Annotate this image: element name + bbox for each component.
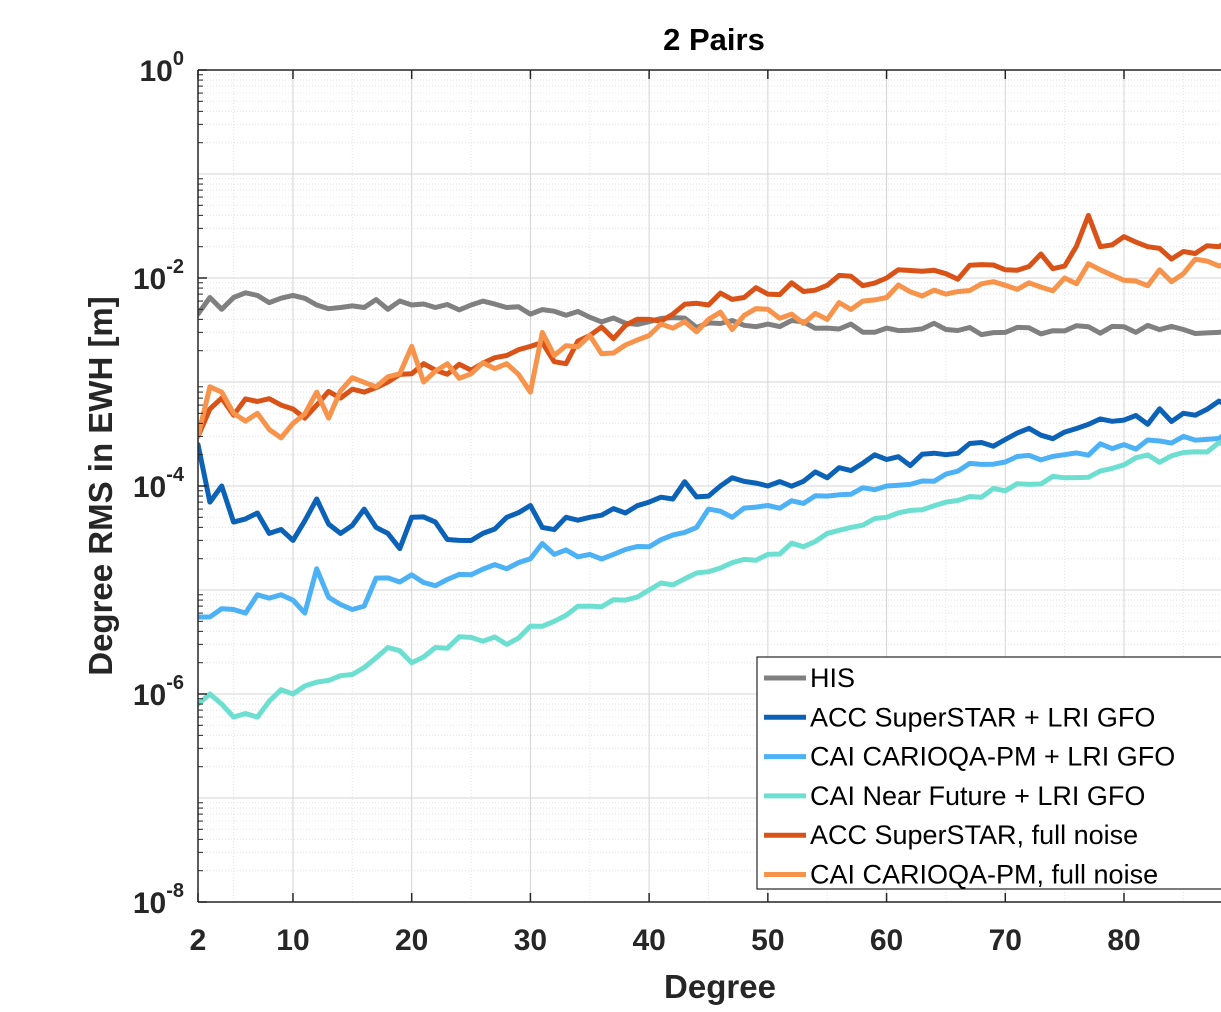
chart-title: 2 Pairs (663, 22, 765, 57)
x-tick-label: 50 (751, 924, 784, 957)
y-tick-label: 10-4 (133, 464, 185, 504)
x-tick-label: 40 (632, 924, 665, 957)
series-line-cai-near-future-lri-gfo (198, 440, 1221, 720)
x-tick-label: 2 (190, 924, 207, 957)
y-tick-label: 10-6 (133, 672, 184, 712)
y-tick-label: 100 (140, 48, 185, 88)
x-axis-label: Degree (664, 968, 776, 1005)
legend-box (756, 656, 1221, 890)
series-line-acc-superstar-lri-gfo (198, 398, 1221, 552)
series-line-cai-carioqa-pm-full-noise (198, 256, 1221, 441)
x-tick-label: 10 (276, 924, 309, 957)
x-tick-label: 80 (1107, 924, 1140, 957)
legend-label: CAI CARIOQA-PM + LRI GFO (810, 742, 1175, 772)
axes-layer: 2 10 20 30 40 50 60 70 80 10-8 10-6 10-4 10-2 100 (133, 48, 1221, 957)
legend: HIS ACC SuperSTAR + LRI GFO CAI CARIOQA-PM… (756, 656, 1221, 890)
series-line-cai-carioqa-pm-lri-gfo (198, 433, 1221, 620)
series-line-his (198, 290, 1221, 338)
legend-label: HIS (810, 663, 855, 693)
x-tick-label: 70 (989, 924, 1022, 957)
legend-label: CAI CARIOQA-PM, full noise (810, 860, 1158, 890)
legend-label: ACC SuperSTAR + LRI GFO (810, 702, 1155, 732)
x-tick-label: 60 (870, 924, 903, 957)
y-tick-label: 10-2 (133, 256, 184, 296)
y-tick-label: 10-8 (133, 880, 184, 920)
legend-label: ACC SuperSTAR, full noise (810, 820, 1138, 850)
y-axis-label: Degree RMS in EWH [m] (82, 296, 119, 676)
legend-label: CAI Near Future + LRI GFO (810, 781, 1145, 811)
x-tick-label: 20 (395, 924, 428, 957)
series-layer (198, 212, 1221, 720)
series-line-acc-superstar-full-noise (198, 212, 1221, 439)
x-tick-label: 30 (514, 924, 547, 957)
